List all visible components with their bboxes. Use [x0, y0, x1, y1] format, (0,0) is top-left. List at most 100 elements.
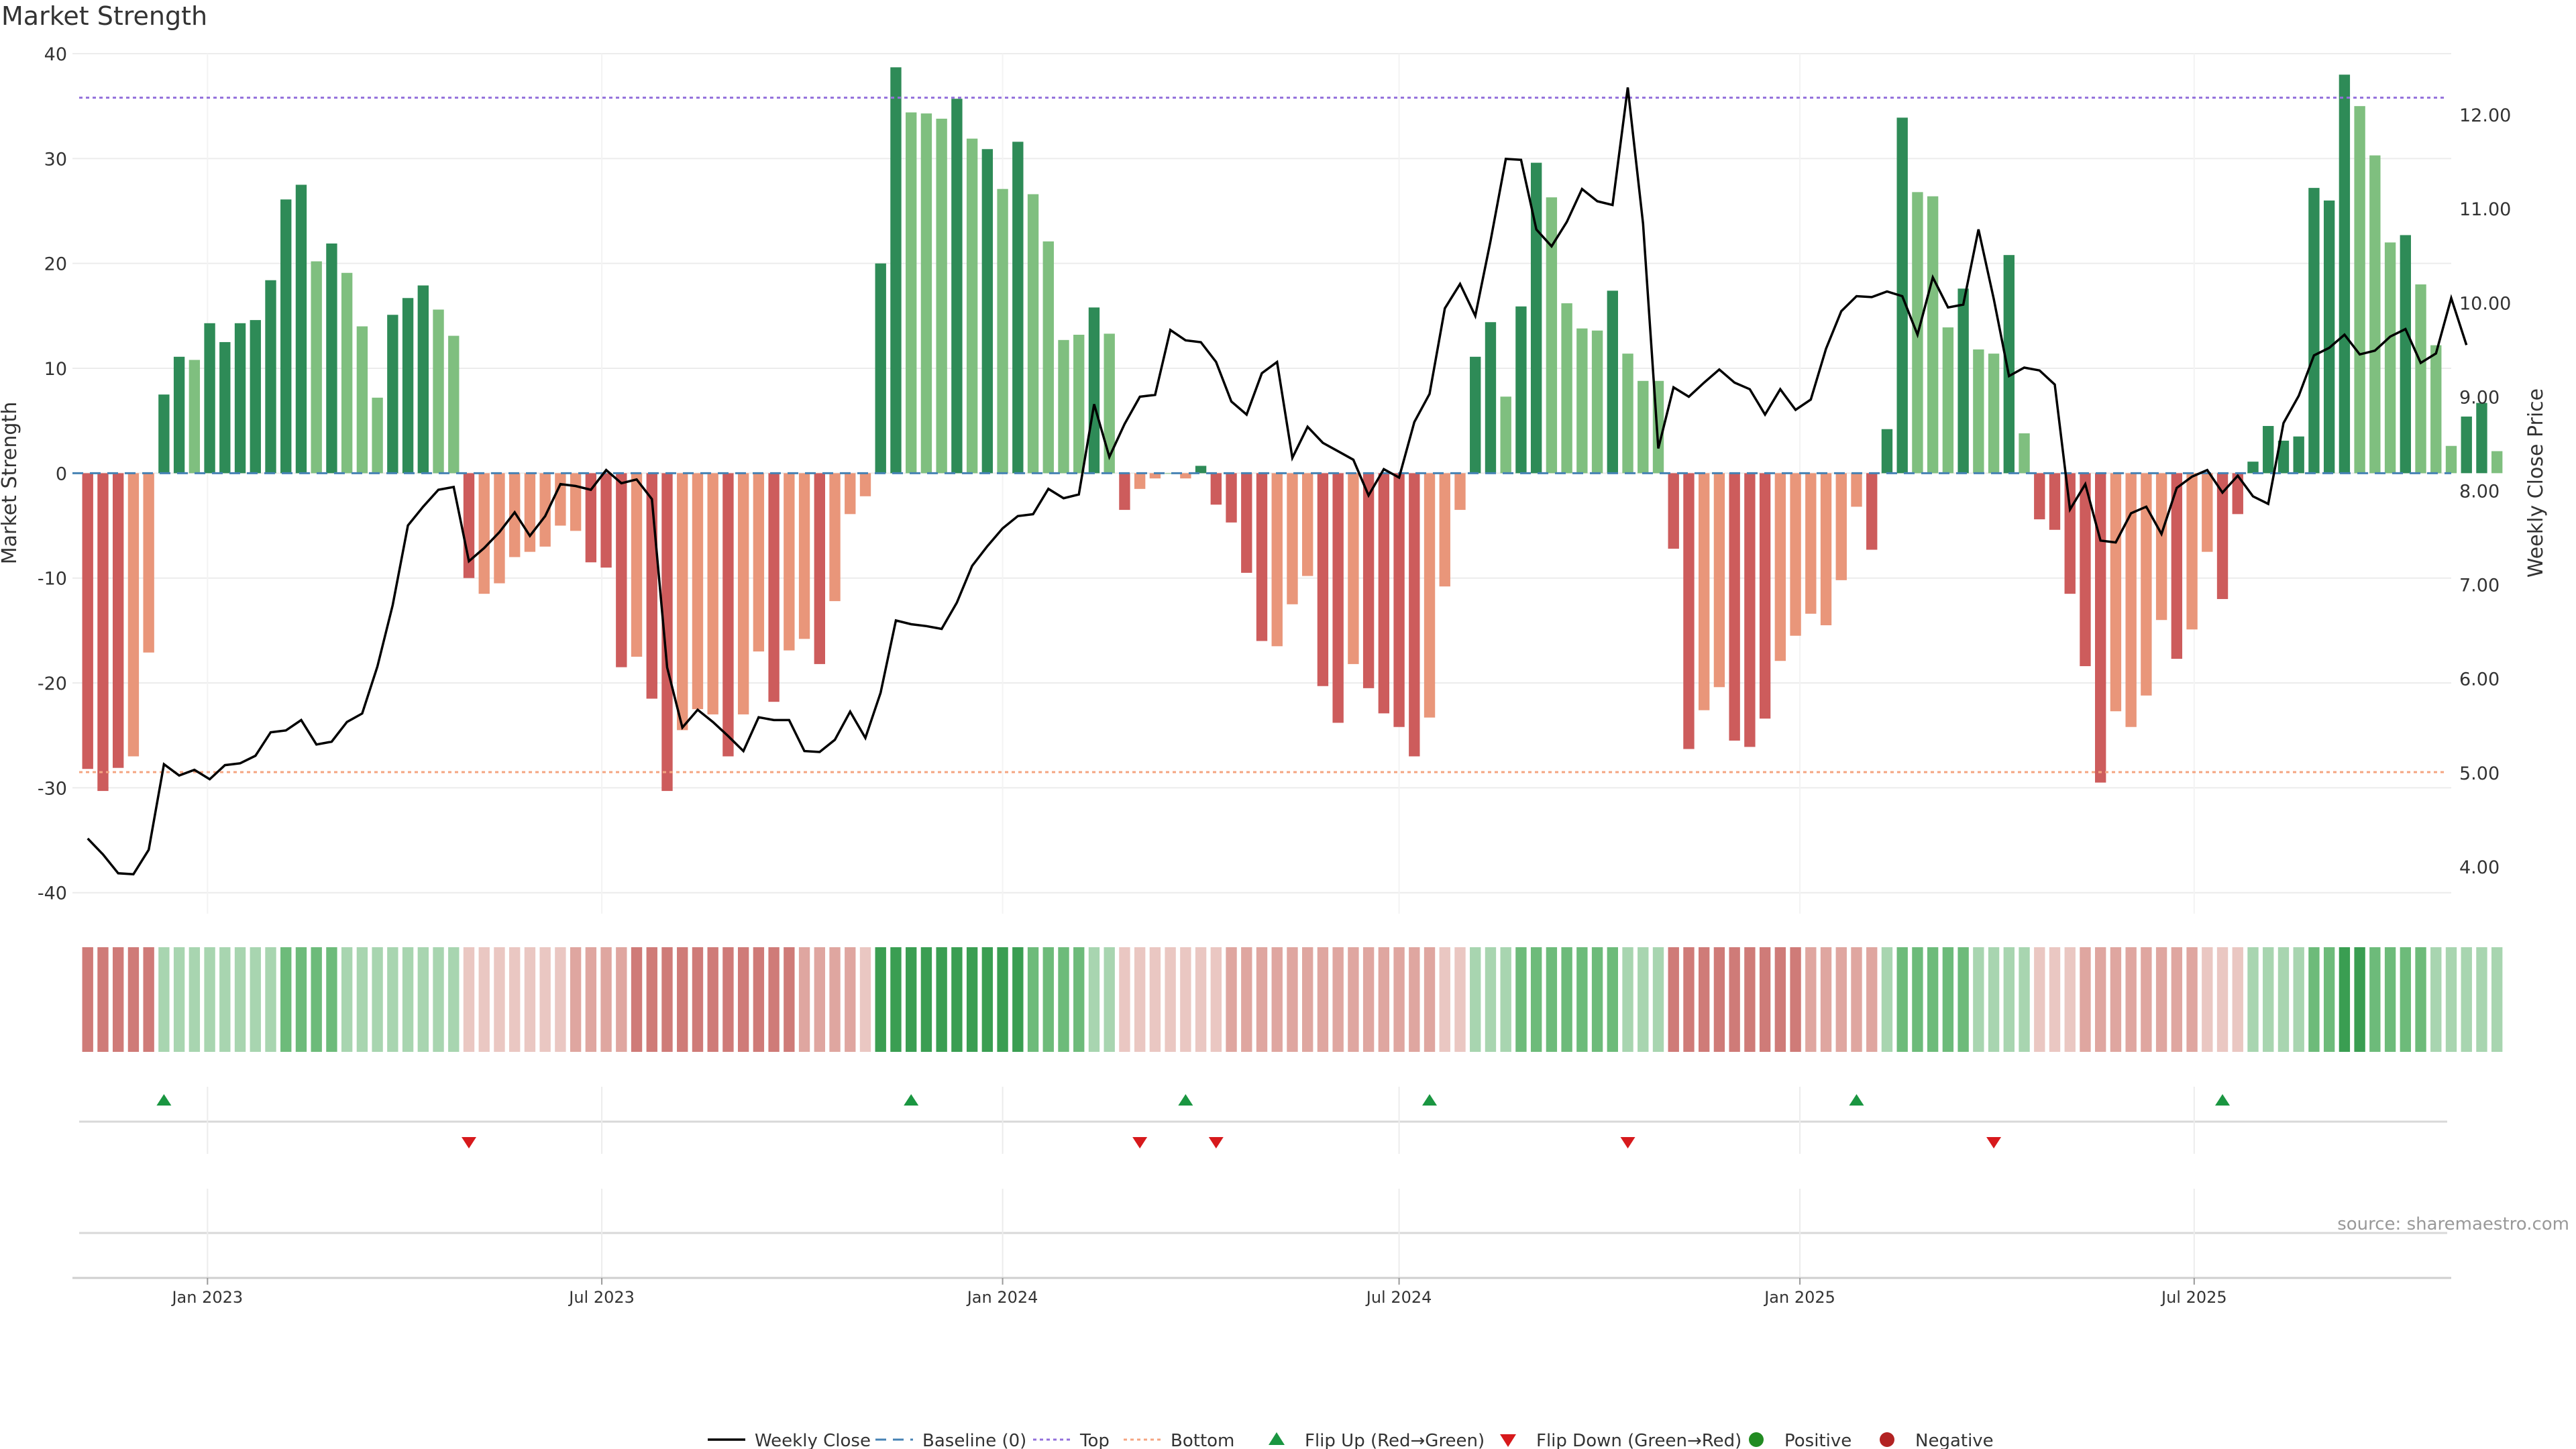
- x-tick-label: Jul 2024: [1365, 1288, 1432, 1307]
- x-tick-label: Jul 2025: [2160, 1288, 2227, 1307]
- heat-cell: [1088, 947, 1100, 1052]
- heat-cell: [2247, 947, 2259, 1052]
- heat-cell: [311, 947, 322, 1052]
- heat-cell: [2141, 947, 2152, 1052]
- strength-bar: [2110, 473, 2122, 712]
- strength-bar: [1638, 380, 1649, 474]
- heat-cell: [920, 947, 932, 1052]
- y2-tick-label: 7.00: [2459, 576, 2500, 596]
- flip-down-marker: [1986, 1137, 2002, 1148]
- heat-cell: [875, 947, 886, 1052]
- strength-bar: [2064, 473, 2076, 594]
- heat-cell: [356, 947, 368, 1052]
- strength-bar: [1362, 473, 1375, 688]
- heat-cell: [2155, 947, 2167, 1052]
- strength-bar: [1973, 349, 1984, 474]
- reference-lines: [72, 97, 2451, 773]
- heat-cell: [616, 947, 627, 1052]
- heat-cell: [1149, 947, 1161, 1052]
- strength-bar: [2216, 473, 2229, 599]
- strength-bar: [402, 298, 414, 474]
- heat-cell: [1302, 947, 1313, 1052]
- heat-cell: [1729, 947, 1740, 1052]
- heat-cell: [1774, 947, 1786, 1052]
- heat-cell: [707, 947, 718, 1052]
- heat-cell: [1790, 947, 1801, 1052]
- strength-bar: [539, 473, 551, 547]
- strength-bar: [875, 263, 886, 474]
- strength-bar: [524, 473, 536, 552]
- heat-cell: [1119, 947, 1130, 1052]
- heat-cell: [1180, 947, 1191, 1052]
- legend-flip-up-swatch: [1269, 1432, 1285, 1445]
- strength-bar: [158, 394, 170, 474]
- legend-positive-swatch: [1749, 1432, 1764, 1447]
- strength-bar: [265, 280, 276, 474]
- strength-bar: [1790, 473, 1801, 636]
- heat-cell: [204, 947, 215, 1052]
- heat-cell: [478, 947, 490, 1052]
- heat-cell: [448, 947, 460, 1052]
- heat-cell: [951, 947, 963, 1052]
- heat-cell: [1378, 947, 1390, 1052]
- strength-bar: [1256, 473, 1268, 641]
- heat-cell: [768, 947, 780, 1052]
- heat-cell: [127, 947, 140, 1052]
- strength-bar: [829, 473, 841, 602]
- flip-down-marker: [462, 1137, 476, 1148]
- heat-cell: [1744, 947, 1756, 1052]
- strength-bar: [1622, 354, 1633, 474]
- heat-cell: [2186, 947, 2198, 1052]
- strength-bar: [2003, 255, 2015, 474]
- strength-bar: [1942, 327, 1954, 474]
- heat-cell: [1393, 947, 1405, 1052]
- heat-cell: [2354, 947, 2365, 1052]
- heat-cell: [1104, 947, 1115, 1052]
- legend-label: Weekly Close: [755, 1431, 871, 1449]
- strength-bar: [387, 315, 398, 474]
- flip-down-marker: [1132, 1137, 1148, 1148]
- flip-up-marker: [1422, 1094, 1438, 1106]
- heat-cell: [234, 947, 246, 1052]
- strength-bar: [585, 473, 597, 563]
- heat-cell: [2369, 947, 2381, 1052]
- strength-bar: [722, 473, 734, 757]
- heat-cell: [1912, 947, 1923, 1052]
- strength-bar: [570, 473, 582, 531]
- heat-cell: [143, 947, 154, 1052]
- y-axis-label: Market Strength: [0, 402, 21, 564]
- heat-cell: [1027, 947, 1039, 1052]
- strength-bar: [417, 285, 429, 474]
- y2-axis-label: Weekly Close Price: [2524, 388, 2548, 578]
- strength-bar: [1927, 196, 1939, 474]
- strength-bar: [2049, 473, 2061, 530]
- legend-item-baseline: Baseline (0): [875, 1431, 1026, 1449]
- strength-bar: [753, 473, 765, 652]
- strength-bar: [1302, 473, 1313, 576]
- legend-label: Baseline (0): [922, 1431, 1026, 1449]
- strength-bar: [1241, 473, 1252, 573]
- heat-cell: [2216, 947, 2229, 1052]
- strength-bar: [509, 473, 521, 557]
- strength-bar: [2354, 106, 2365, 474]
- strength-bar: [1820, 473, 1832, 626]
- strength-bar: [661, 473, 673, 792]
- y-tick-label: -10: [38, 569, 67, 590]
- strength-bar: [2141, 473, 2152, 696]
- y-tick-label: 10: [44, 359, 67, 380]
- strength-bar: [295, 184, 307, 474]
- heat-cell: [2323, 947, 2335, 1052]
- strength-bar: [82, 473, 93, 769]
- strength-bar: [2415, 284, 2426, 474]
- strength-bar: [1668, 473, 1679, 549]
- strength-bar: [250, 320, 261, 474]
- strength-bar: [1226, 473, 1237, 523]
- heat-cell: [692, 947, 704, 1052]
- strength-bar: [1500, 396, 1511, 474]
- strength-bar: [936, 118, 947, 474]
- strength-bar: [127, 473, 140, 757]
- strength-bar: [784, 473, 795, 651]
- strength-bar: [631, 473, 643, 657]
- heat-cell: [1591, 947, 1603, 1052]
- heat-cell: [1851, 947, 1862, 1052]
